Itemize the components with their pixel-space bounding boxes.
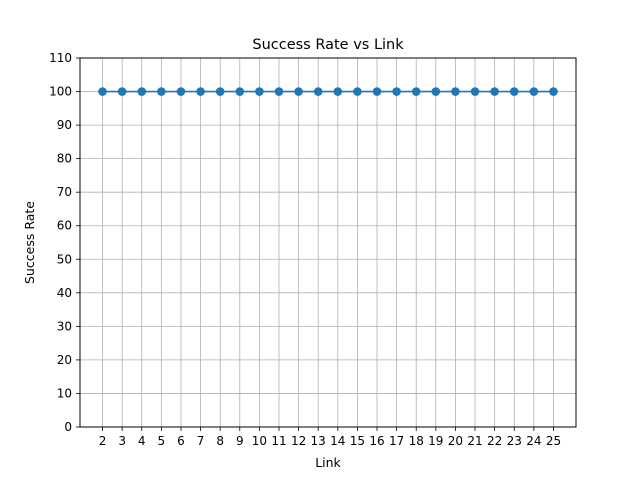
y-tick-label: 20 (57, 353, 72, 367)
x-tick-label: 23 (507, 434, 522, 448)
x-tick-label: 21 (467, 434, 482, 448)
x-tick-label: 15 (350, 434, 365, 448)
y-tick-label: 90 (57, 118, 72, 132)
x-tick-label: 12 (291, 434, 306, 448)
data-point (98, 87, 107, 96)
x-tick-label: 10 (252, 434, 267, 448)
x-tick-label: 9 (236, 434, 244, 448)
x-tick-label: 3 (118, 434, 126, 448)
data-point (509, 87, 519, 96)
chart-title: Success Rate vs Link (252, 37, 404, 53)
data-point (529, 87, 539, 96)
data-point (196, 87, 205, 96)
data-point (470, 87, 480, 96)
y-tick-label: 110 (49, 51, 72, 65)
y-axis-label: Success Rate (22, 201, 37, 284)
x-tick-label: 6 (177, 434, 185, 448)
x-tick-label: 4 (138, 434, 146, 448)
x-tick-label: 5 (158, 434, 166, 448)
x-axis-label: Link (315, 455, 341, 470)
data-point (294, 87, 303, 96)
x-tick-label: 24 (526, 434, 541, 448)
y-tick-label: 50 (57, 252, 72, 266)
x-tick-label: 13 (311, 434, 326, 448)
data-point (333, 87, 343, 96)
y-tick-label: 100 (49, 85, 72, 99)
x-tick-label: 2 (99, 434, 107, 448)
data-point (431, 87, 441, 96)
x-tick-label: 16 (369, 434, 384, 448)
x-axis-ticks: 2 3 4 5 6 7 8 9 10 11 12 13 14 15 16 17 18 19 20 21 22 23 24 25 (99, 427, 561, 448)
data-point (235, 87, 245, 96)
x-tick-label: 19 (428, 434, 443, 448)
x-tick-label: 8 (216, 434, 224, 448)
data-point (176, 87, 186, 96)
y-axis-ticks: 0 10 20 30 40 50 60 70 80 90 100 110 (49, 51, 80, 434)
data-point (549, 87, 558, 96)
x-tick-label: 11 (271, 434, 286, 448)
data-point (490, 87, 499, 96)
y-tick-label: 30 (57, 319, 72, 333)
data-point (215, 87, 225, 96)
data-point (372, 87, 382, 96)
series-points (98, 87, 558, 96)
data-point (353, 87, 362, 96)
y-tick-label: 60 (57, 219, 72, 233)
data-point (274, 87, 284, 96)
x-tick-label: 25 (546, 434, 561, 448)
data-point (451, 87, 460, 96)
y-tick-label: 40 (57, 286, 72, 300)
y-tick-label: 80 (57, 152, 72, 166)
data-point (392, 87, 401, 96)
data-point (411, 87, 421, 96)
grid-lines (80, 57, 576, 428)
data-point (117, 87, 127, 96)
x-tick-label: 7 (197, 434, 205, 448)
y-tick-label: 10 (57, 386, 72, 400)
x-tick-label: 14 (330, 434, 345, 448)
x-tick-label: 22 (487, 434, 502, 448)
data-point (255, 87, 264, 96)
data-point (157, 87, 166, 96)
x-tick-label: 17 (389, 434, 404, 448)
data-point (313, 87, 323, 96)
y-tick-label: 70 (57, 185, 72, 199)
y-tick-label: 0 (64, 420, 72, 434)
x-tick-label: 18 (409, 434, 424, 448)
x-tick-label: 20 (448, 434, 463, 448)
plot-area-frame (79, 57, 577, 428)
data-point (137, 87, 147, 96)
